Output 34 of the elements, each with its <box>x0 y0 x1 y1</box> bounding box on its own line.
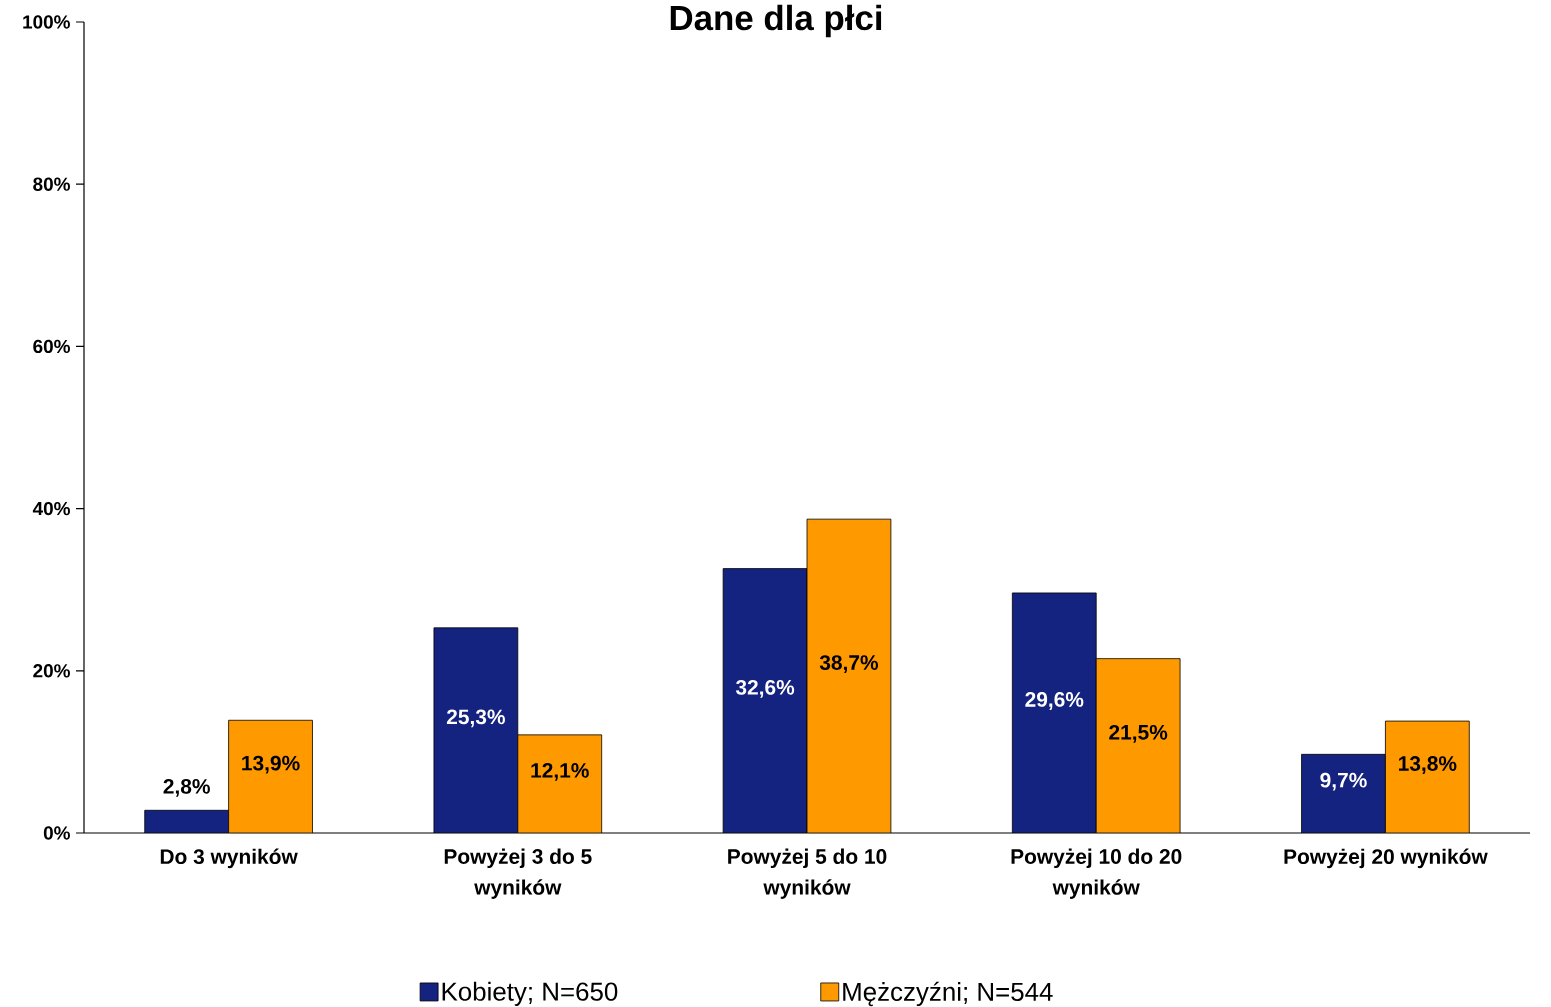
bar <box>517 734 602 833</box>
data-label: 9,7% <box>1320 772 1367 791</box>
data-label: 38,7% <box>819 655 879 673</box>
x-tick-label: Powyżej 10 do 20 wyników <box>1011 848 1182 899</box>
bar <box>807 519 891 833</box>
y-tick-label: 0% <box>43 826 70 840</box>
x-tick-label: Powyżej 5 do 10 wyników <box>728 848 887 899</box>
y-tick-label: 60% <box>33 339 70 354</box>
chart-title: Dane dla płci <box>670 4 882 38</box>
data-label: 25,3% <box>446 709 505 728</box>
y-tick-label: 20% <box>33 664 70 678</box>
x-tick-label: Do 3 wyników <box>160 848 298 869</box>
data-label: 29,6% <box>1025 692 1084 710</box>
data-label: 12,1% <box>531 763 589 781</box>
bar <box>144 810 229 833</box>
x-tick-label: Powyżej 3 do 5 wyników <box>444 848 592 899</box>
data-label: 13,8% <box>1399 756 1457 774</box>
data-label: 13,9% <box>242 755 300 774</box>
x-tick-label: Powyżej 20 wyników <box>1284 848 1488 869</box>
bar <box>228 720 313 833</box>
y-tick-label: 40% <box>32 501 70 516</box>
legend-label: Kobiety; N=650 <box>442 981 618 1006</box>
bar <box>1385 720 1470 833</box>
data-label: 32,6% <box>735 679 795 698</box>
data-label: 2,8% <box>163 778 210 797</box>
data-label: 21,5% <box>1109 724 1168 743</box>
bar <box>1301 753 1386 833</box>
bar <box>723 568 808 833</box>
bar <box>433 627 518 833</box>
y-tick-label: 100% <box>23 15 70 29</box>
y-tick-label: 80% <box>33 177 70 191</box>
bar <box>1012 592 1097 833</box>
legend-label: Mężczyźni; N=544 <box>843 981 1053 1007</box>
bar <box>1096 658 1181 833</box>
